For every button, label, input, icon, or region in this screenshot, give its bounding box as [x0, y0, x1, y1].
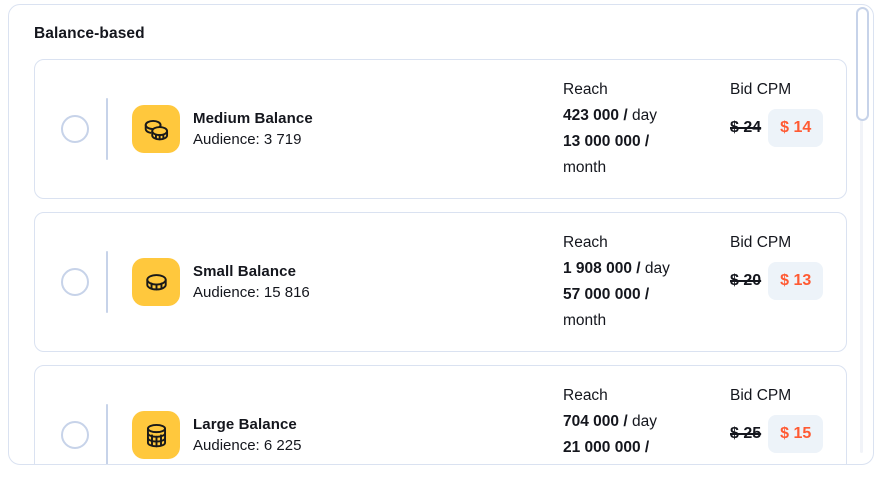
plan-audience: Audience: 3 719: [193, 131, 302, 148]
price-row: $ 24 $ 14: [730, 109, 824, 147]
new-price-badge: $ 15: [768, 415, 824, 453]
plan-card-small-balance[interactable]: Small Balance Audience: 15 816 Reach 1 9…: [34, 212, 847, 352]
reach-per-day: 423 000 / day: [563, 107, 657, 124]
bid-cpm-column: Bid CPM $ 24 $ 14: [730, 77, 824, 147]
new-price-badge: $ 14: [768, 109, 824, 147]
plan-title: Small Balance: [193, 263, 297, 280]
old-price: $ 20: [730, 272, 762, 289]
plan-title: Medium Balance: [193, 110, 313, 127]
radio-large-balance[interactable]: [61, 421, 89, 449]
reach-column: Reach 1 908 000 / day 57 000 000 / month: [563, 230, 698, 334]
reach-column: Reach 704 000 / day 21 000 000 / month: [563, 383, 698, 464]
reach-per-day: 704 000 / day: [563, 413, 657, 430]
balance-based-panel: Balance-based Medium Bal: [8, 4, 874, 465]
plan-title: Large Balance: [193, 416, 297, 433]
coins-icon: [132, 105, 180, 153]
reach-label: Reach: [563, 234, 608, 251]
price-row: $ 25 $ 15: [730, 415, 824, 453]
reach-per-month-unit: month: [563, 312, 607, 329]
bid-cpm-column: Bid CPM $ 25 $ 15: [730, 383, 824, 453]
reach-per-month-unit: month: [563, 159, 607, 176]
bid-cpm-label: Bid CPM: [730, 81, 792, 98]
vertical-divider: [106, 98, 108, 160]
old-price: $ 25: [730, 425, 762, 442]
section-title: Balance-based: [34, 25, 145, 42]
plan-card-medium-balance[interactable]: Medium Balance Audience: 3 719 Reach 423…: [34, 59, 847, 199]
reach-per-month-unit: month: [563, 461, 698, 464]
reach-column: Reach 423 000 / day 13 000 000 / month: [563, 77, 698, 181]
price-row: $ 20 $ 13: [730, 262, 824, 300]
reach-label: Reach: [563, 81, 608, 98]
plan-info: Medium Balance Audience: 3 719: [193, 108, 313, 150]
plan-card-large-balance[interactable]: Large Balance Audience: 6 225 Reach 704 …: [34, 365, 847, 464]
plan-audience: Audience: 15 816: [193, 284, 310, 301]
reach-label: Reach: [563, 387, 608, 404]
plan-info: Large Balance Audience: 6 225: [193, 414, 301, 456]
new-price-badge: $ 13: [768, 262, 824, 300]
plan-audience: Audience: 6 225: [193, 437, 302, 454]
bid-cpm-label: Bid CPM: [730, 387, 792, 404]
scrollbar-thumb[interactable]: [856, 7, 869, 121]
plan-card-list: Medium Balance Audience: 3 719 Reach 423…: [34, 59, 847, 464]
coin-stack-icon: [132, 411, 180, 459]
old-price: $ 24: [730, 119, 762, 136]
bid-cpm-column: Bid CPM $ 20 $ 13: [730, 230, 824, 300]
radio-medium-balance[interactable]: [61, 115, 89, 143]
radio-small-balance[interactable]: [61, 268, 89, 296]
reach-per-month-value: 13 000 000 /: [563, 133, 650, 150]
reach-per-month-value: 57 000 000 /: [563, 286, 650, 303]
coin-icon: [132, 258, 180, 306]
vertical-divider: [106, 404, 108, 464]
bid-cpm-label: Bid CPM: [730, 234, 792, 251]
vertical-divider: [106, 251, 108, 313]
plan-info: Small Balance Audience: 15 816: [193, 261, 310, 303]
reach-per-month-value: 21 000 000 /: [563, 439, 650, 456]
reach-per-day: 1 908 000 / day: [563, 260, 670, 277]
scrollbar-track[interactable]: [860, 8, 863, 453]
